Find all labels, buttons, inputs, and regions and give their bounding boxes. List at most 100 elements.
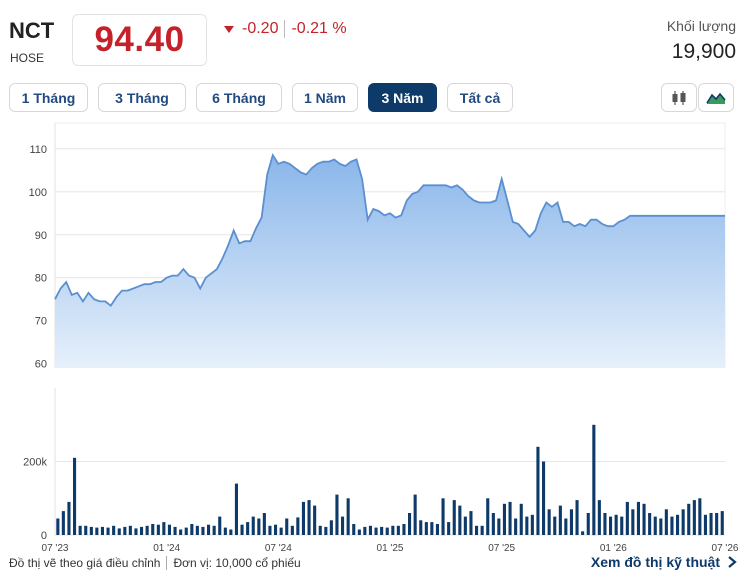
x-tick-label: 01 '25	[377, 543, 404, 554]
volume-bar	[525, 516, 529, 535]
volume-bar	[530, 514, 534, 535]
volume-bar	[614, 514, 618, 535]
volume-bar	[112, 525, 116, 535]
volume-bar	[497, 518, 501, 535]
volume-bar	[296, 517, 300, 535]
volume-bar	[385, 527, 389, 535]
x-tick-label: 07 '24	[265, 543, 292, 554]
volume-bar	[419, 520, 423, 535]
x-tick-label: 07 '25	[488, 543, 515, 554]
volume-bar	[413, 494, 417, 535]
chart-footer-notes: Đồ thị vẽ theo giá điều chỉnh Đơn vị: 10…	[9, 556, 301, 570]
price-change: -0.20 -0.21 %	[224, 20, 347, 38]
chevron-right-icon	[728, 556, 737, 568]
x-tick-label: 01 '24	[153, 543, 180, 554]
volume-bar	[285, 518, 289, 535]
price-tick-label: 110	[29, 144, 47, 156]
volume-bar	[100, 526, 104, 535]
volume-bar	[542, 461, 546, 535]
volume-bar	[648, 513, 652, 535]
volume-bar	[569, 509, 573, 535]
volume-bar	[475, 525, 479, 535]
volume-bar	[536, 446, 540, 535]
volume-bar	[89, 526, 93, 535]
volume-bar	[162, 522, 166, 535]
change-divider	[284, 20, 286, 38]
chart-grid	[54, 122, 726, 536]
tab-1-month[interactable]: 1 Tháng	[9, 83, 88, 112]
volume-bar	[84, 525, 88, 535]
technical-chart-link[interactable]: Xem đồ thị kỹ thuật	[591, 554, 738, 570]
tab-6-months[interactable]: 6 Tháng	[196, 83, 282, 112]
volume-bar	[301, 501, 305, 535]
volume-bar	[664, 509, 668, 535]
volume-bar	[335, 494, 339, 535]
volume-bar	[609, 516, 613, 535]
price-tick-label: 100	[29, 187, 47, 199]
tab-all[interactable]: Tất cả	[447, 83, 513, 112]
volume-bar	[374, 527, 378, 535]
volume-bar	[167, 524, 171, 535]
volume-bar	[391, 525, 395, 535]
volume-bar	[441, 498, 445, 536]
tab-label: 1 Tháng	[21, 89, 76, 106]
x-tick-label: 07 '23	[42, 543, 69, 554]
volume-bar	[279, 527, 283, 535]
volume-bar	[184, 527, 188, 535]
period-tabs: 1 Tháng 3 Tháng 6 Tháng 1 Năm 3 Năm Tất …	[9, 83, 523, 112]
volume-bar	[190, 524, 194, 535]
x-tick-label: 07 '26	[712, 543, 739, 554]
volume-bar	[128, 525, 132, 535]
volume-bar	[156, 524, 160, 535]
volume-bar	[368, 525, 372, 535]
volume-bar	[653, 516, 657, 535]
volume-bar	[508, 501, 512, 535]
candlestick-button[interactable]	[661, 83, 697, 112]
axis-labels: 60 70 80 90 100 110 0 200k 07 '23 01 '24 07 '24 01 …	[23, 144, 739, 554]
tab-1-year[interactable]: 1 Năm	[292, 83, 358, 112]
volume-bar	[480, 525, 484, 535]
volume-bar	[257, 518, 261, 535]
tab-label: 6 Tháng	[212, 89, 266, 106]
volume-bar	[519, 503, 523, 535]
tab-3-years[interactable]: 3 Năm	[368, 83, 437, 112]
volume-bar	[151, 524, 155, 535]
volume-bar	[670, 516, 674, 535]
volume-bar	[218, 516, 222, 535]
volume-bar	[140, 526, 144, 535]
volume-bar	[229, 529, 233, 535]
volume-bar	[341, 516, 345, 535]
change-percent: -0.21 %	[291, 20, 347, 37]
volume-bar	[692, 500, 696, 535]
volume-bar	[603, 513, 607, 535]
volume-bar	[553, 516, 557, 535]
change-value: -0.20	[242, 20, 279, 37]
volume-bar	[402, 524, 406, 535]
volume-bar	[67, 501, 71, 535]
adjusted-price-note: Đồ thị vẽ theo giá điều chỉnh	[9, 556, 161, 570]
volume-bar	[676, 514, 680, 535]
volume-bar	[592, 424, 596, 536]
volume-bar	[246, 522, 250, 535]
volume-bar	[452, 500, 456, 535]
footer-divider	[166, 556, 168, 570]
volume-bar	[396, 525, 400, 535]
volume-bar	[463, 516, 467, 535]
volume-bar	[424, 522, 428, 535]
volume-value: 19,900	[671, 40, 736, 63]
volume-bar	[251, 516, 255, 535]
volume-bar	[73, 457, 77, 535]
tab-3-months[interactable]: 3 Tháng	[98, 83, 186, 112]
volume-bar	[56, 518, 60, 535]
volume-bar	[681, 509, 685, 535]
volume-bar	[558, 505, 562, 535]
price-box: 94.40	[72, 14, 207, 66]
area-chart-button[interactable]	[698, 83, 734, 112]
volume-bar	[106, 527, 110, 535]
volume-bar	[179, 529, 183, 535]
volume-bar	[201, 526, 205, 535]
x-tick-label: 01 '26	[600, 543, 627, 554]
volume-bars	[56, 424, 724, 536]
down-triangle-icon	[224, 26, 234, 33]
volume-bar	[715, 513, 719, 535]
